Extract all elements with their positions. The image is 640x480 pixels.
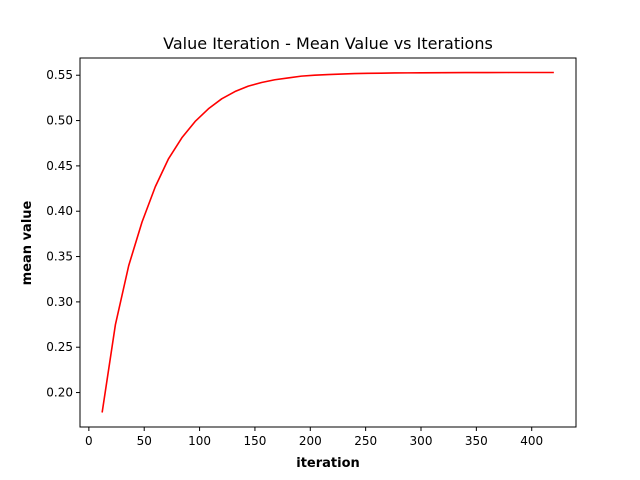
x-tick-label: 200	[299, 434, 322, 448]
y-tick-label: 0.40	[46, 204, 73, 218]
y-axis-ticks: 0.20 0.25 0.30 0.35 0.40 0.45 0.50 0.55	[46, 68, 80, 400]
x-tick-label: 400	[520, 434, 543, 448]
x-tick-label: 150	[243, 434, 266, 448]
y-tick-label: 0.45	[46, 159, 73, 173]
y-axis-label: mean value	[20, 200, 35, 285]
y-tick-label: 0.50	[46, 114, 73, 128]
y-tick-label: 0.35	[46, 250, 73, 264]
y-tick-label: 0.25	[46, 340, 73, 354]
chart-title: Value Iteration - Mean Value vs Iteratio…	[163, 34, 493, 53]
x-tick-label: 350	[465, 434, 488, 448]
x-axis-ticks: 0 50 100 150 200 250 300 350 400	[85, 427, 543, 448]
x-tick-label: 100	[188, 434, 211, 448]
x-tick-label: 0	[85, 434, 93, 448]
x-axis-label: iteration	[296, 456, 360, 471]
axes-frame	[79, 57, 577, 428]
series-line-0	[101, 71, 554, 413]
plot-area	[79, 57, 577, 428]
y-tick-label: 0.20	[46, 386, 73, 400]
y-tick-label: 0.30	[46, 295, 73, 309]
x-tick-label: 50	[137, 434, 152, 448]
y-tick-label: 0.55	[46, 68, 73, 82]
x-tick-label: 250	[354, 434, 377, 448]
x-tick-label: 300	[410, 434, 433, 448]
